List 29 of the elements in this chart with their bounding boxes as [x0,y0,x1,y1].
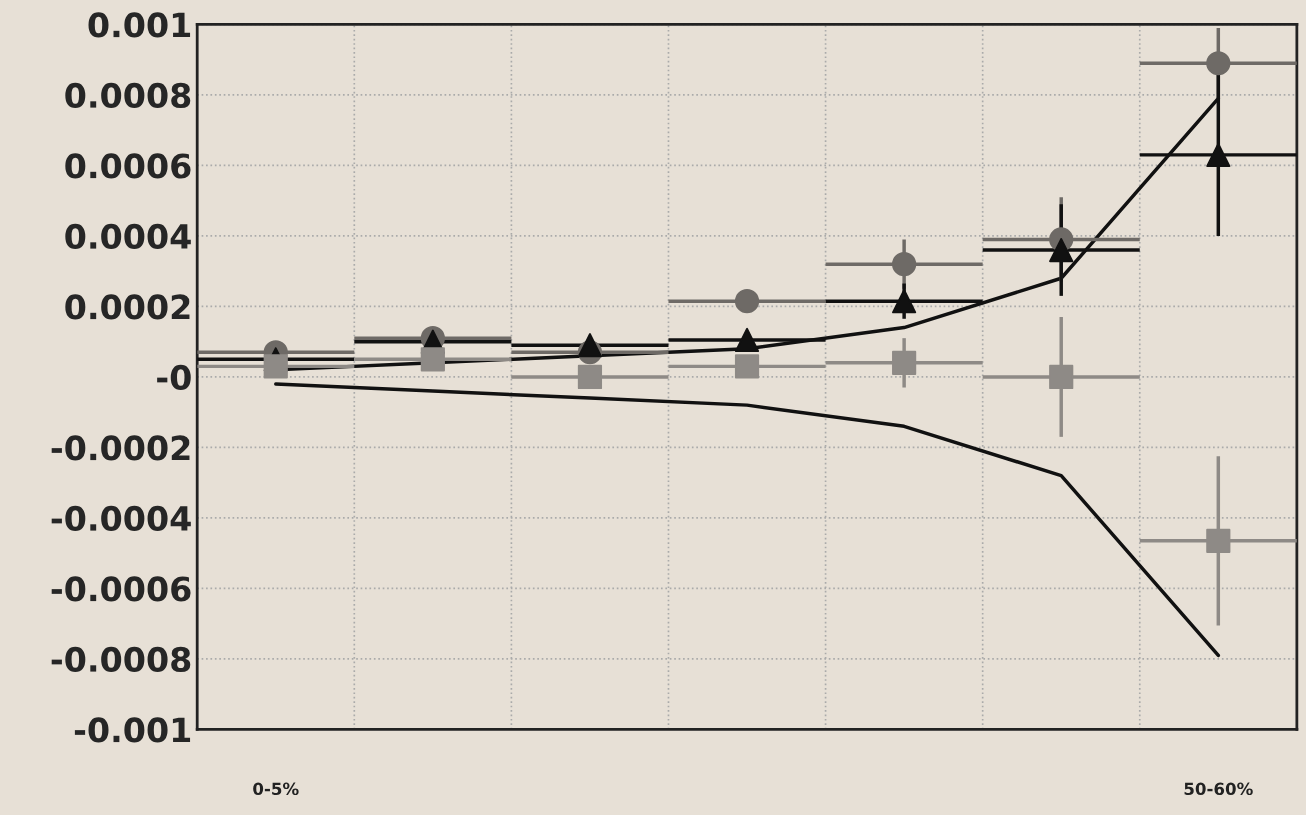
point [263,354,288,379]
y-tick-label: 0.001 [88,12,191,38]
y-tick-label: -0.0004 [51,505,191,532]
point [1206,528,1231,553]
point [734,354,760,379]
y-tick-label: -0.0002 [51,435,190,461]
point [420,347,445,372]
point [1049,364,1074,390]
point [892,350,917,375]
point [577,364,603,390]
y-tick-label: -0.001 [74,717,191,743]
y-tick-label: 0.0008 [65,82,191,109]
point [734,327,760,353]
point [892,289,917,314]
line-series [274,382,1221,658]
y-tick-label: -0.0006 [51,576,191,602]
point [1206,142,1231,167]
y-tick-label: -0 [157,364,191,391]
y-tick-label: 0.0002 [65,294,190,320]
point [577,333,603,358]
y-tick-label: 0.0006 [65,153,191,179]
y-tick-label: -0.0008 [51,646,191,673]
x-tick-label: 50-60% [1184,782,1253,796]
point [1049,237,1074,263]
point [892,252,917,277]
y-tick-label: 0.0004 [65,223,191,250]
x-tick-label: 0-5% [253,782,299,796]
point [734,289,760,314]
point [1206,51,1231,76]
